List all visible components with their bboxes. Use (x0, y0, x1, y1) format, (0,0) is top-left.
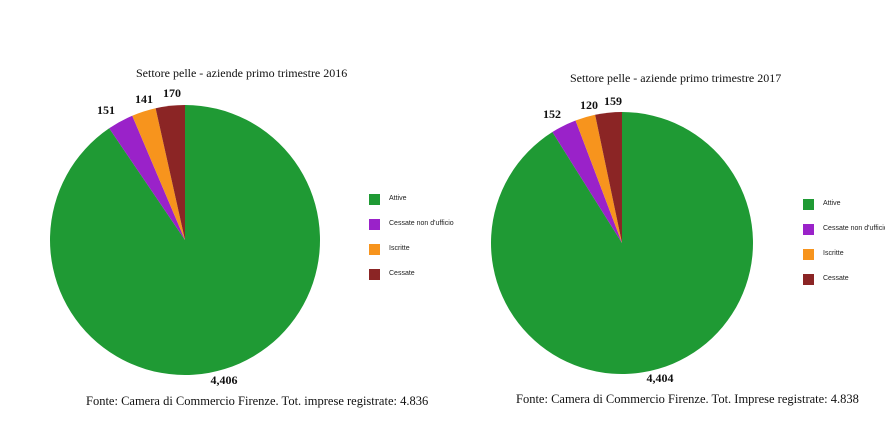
legend-label: Iscritte (823, 250, 844, 257)
pie-chart-2017: 4,404 152 120 159 (490, 94, 753, 385)
legend-swatch (369, 194, 380, 205)
legend-label: Cessate non d'ufficio (389, 220, 454, 227)
chart-title: Settore pelle - aziende primo trimestre … (570, 71, 782, 85)
pie-slice-attive (49, 105, 320, 375)
chart-panel-2017: Settore pelle - aziende primo trimestre … (450, 0, 885, 424)
pie-slice-iscritte (575, 114, 622, 243)
pie-slice-attive (490, 112, 753, 374)
legend-swatch (803, 199, 814, 210)
data-label-cessate: 170 (163, 86, 181, 100)
chart-footer: Fonte: Camera di Commercio Firenze. Tot.… (516, 392, 859, 406)
legend-label: Iscritte (389, 245, 410, 252)
pie-slice-cessate-non-d-ufficio (109, 115, 185, 240)
legend-label: Cessate (823, 275, 849, 282)
legend-swatch (369, 269, 380, 280)
legend-label: Attive (823, 200, 841, 207)
data-label-attive: 4,404 (647, 371, 674, 385)
legend-swatch (803, 249, 814, 260)
pie-slice-cessate (155, 105, 185, 240)
legend-label: Cessate (389, 270, 415, 277)
chart-panel-2016: Settore pelle - aziende primo trimestre … (49, 66, 454, 408)
pie-slice-iscritte (132, 108, 185, 240)
legend-swatch (369, 244, 380, 255)
pie-chart-2016: 4,406 151 141 170 (49, 86, 320, 387)
legend-swatch (369, 219, 380, 230)
data-label-iscritte: 141 (135, 92, 153, 106)
legend-swatch (803, 224, 814, 235)
data-label-iscritte: 120 (580, 98, 598, 112)
pie-slice-cessate (595, 112, 622, 243)
data-label-cessate: 159 (604, 94, 622, 108)
legend-label: Cessate non d'ufficio (823, 225, 885, 232)
data-label-cessate-non-d-ufficio: 151 (97, 103, 115, 117)
chart-title: Settore pelle - aziende primo trimestre … (136, 66, 348, 80)
legend-label: Attive (389, 195, 407, 202)
pie-slice-cessate-non-d-ufficio (552, 120, 622, 243)
data-label-attive: 4,406 (211, 373, 238, 387)
data-label-cessate-non-d-ufficio: 152 (543, 107, 561, 121)
chart-footer: Fonte: Camera di Commercio Firenze. Tot.… (86, 394, 429, 408)
legend-swatch (803, 274, 814, 285)
